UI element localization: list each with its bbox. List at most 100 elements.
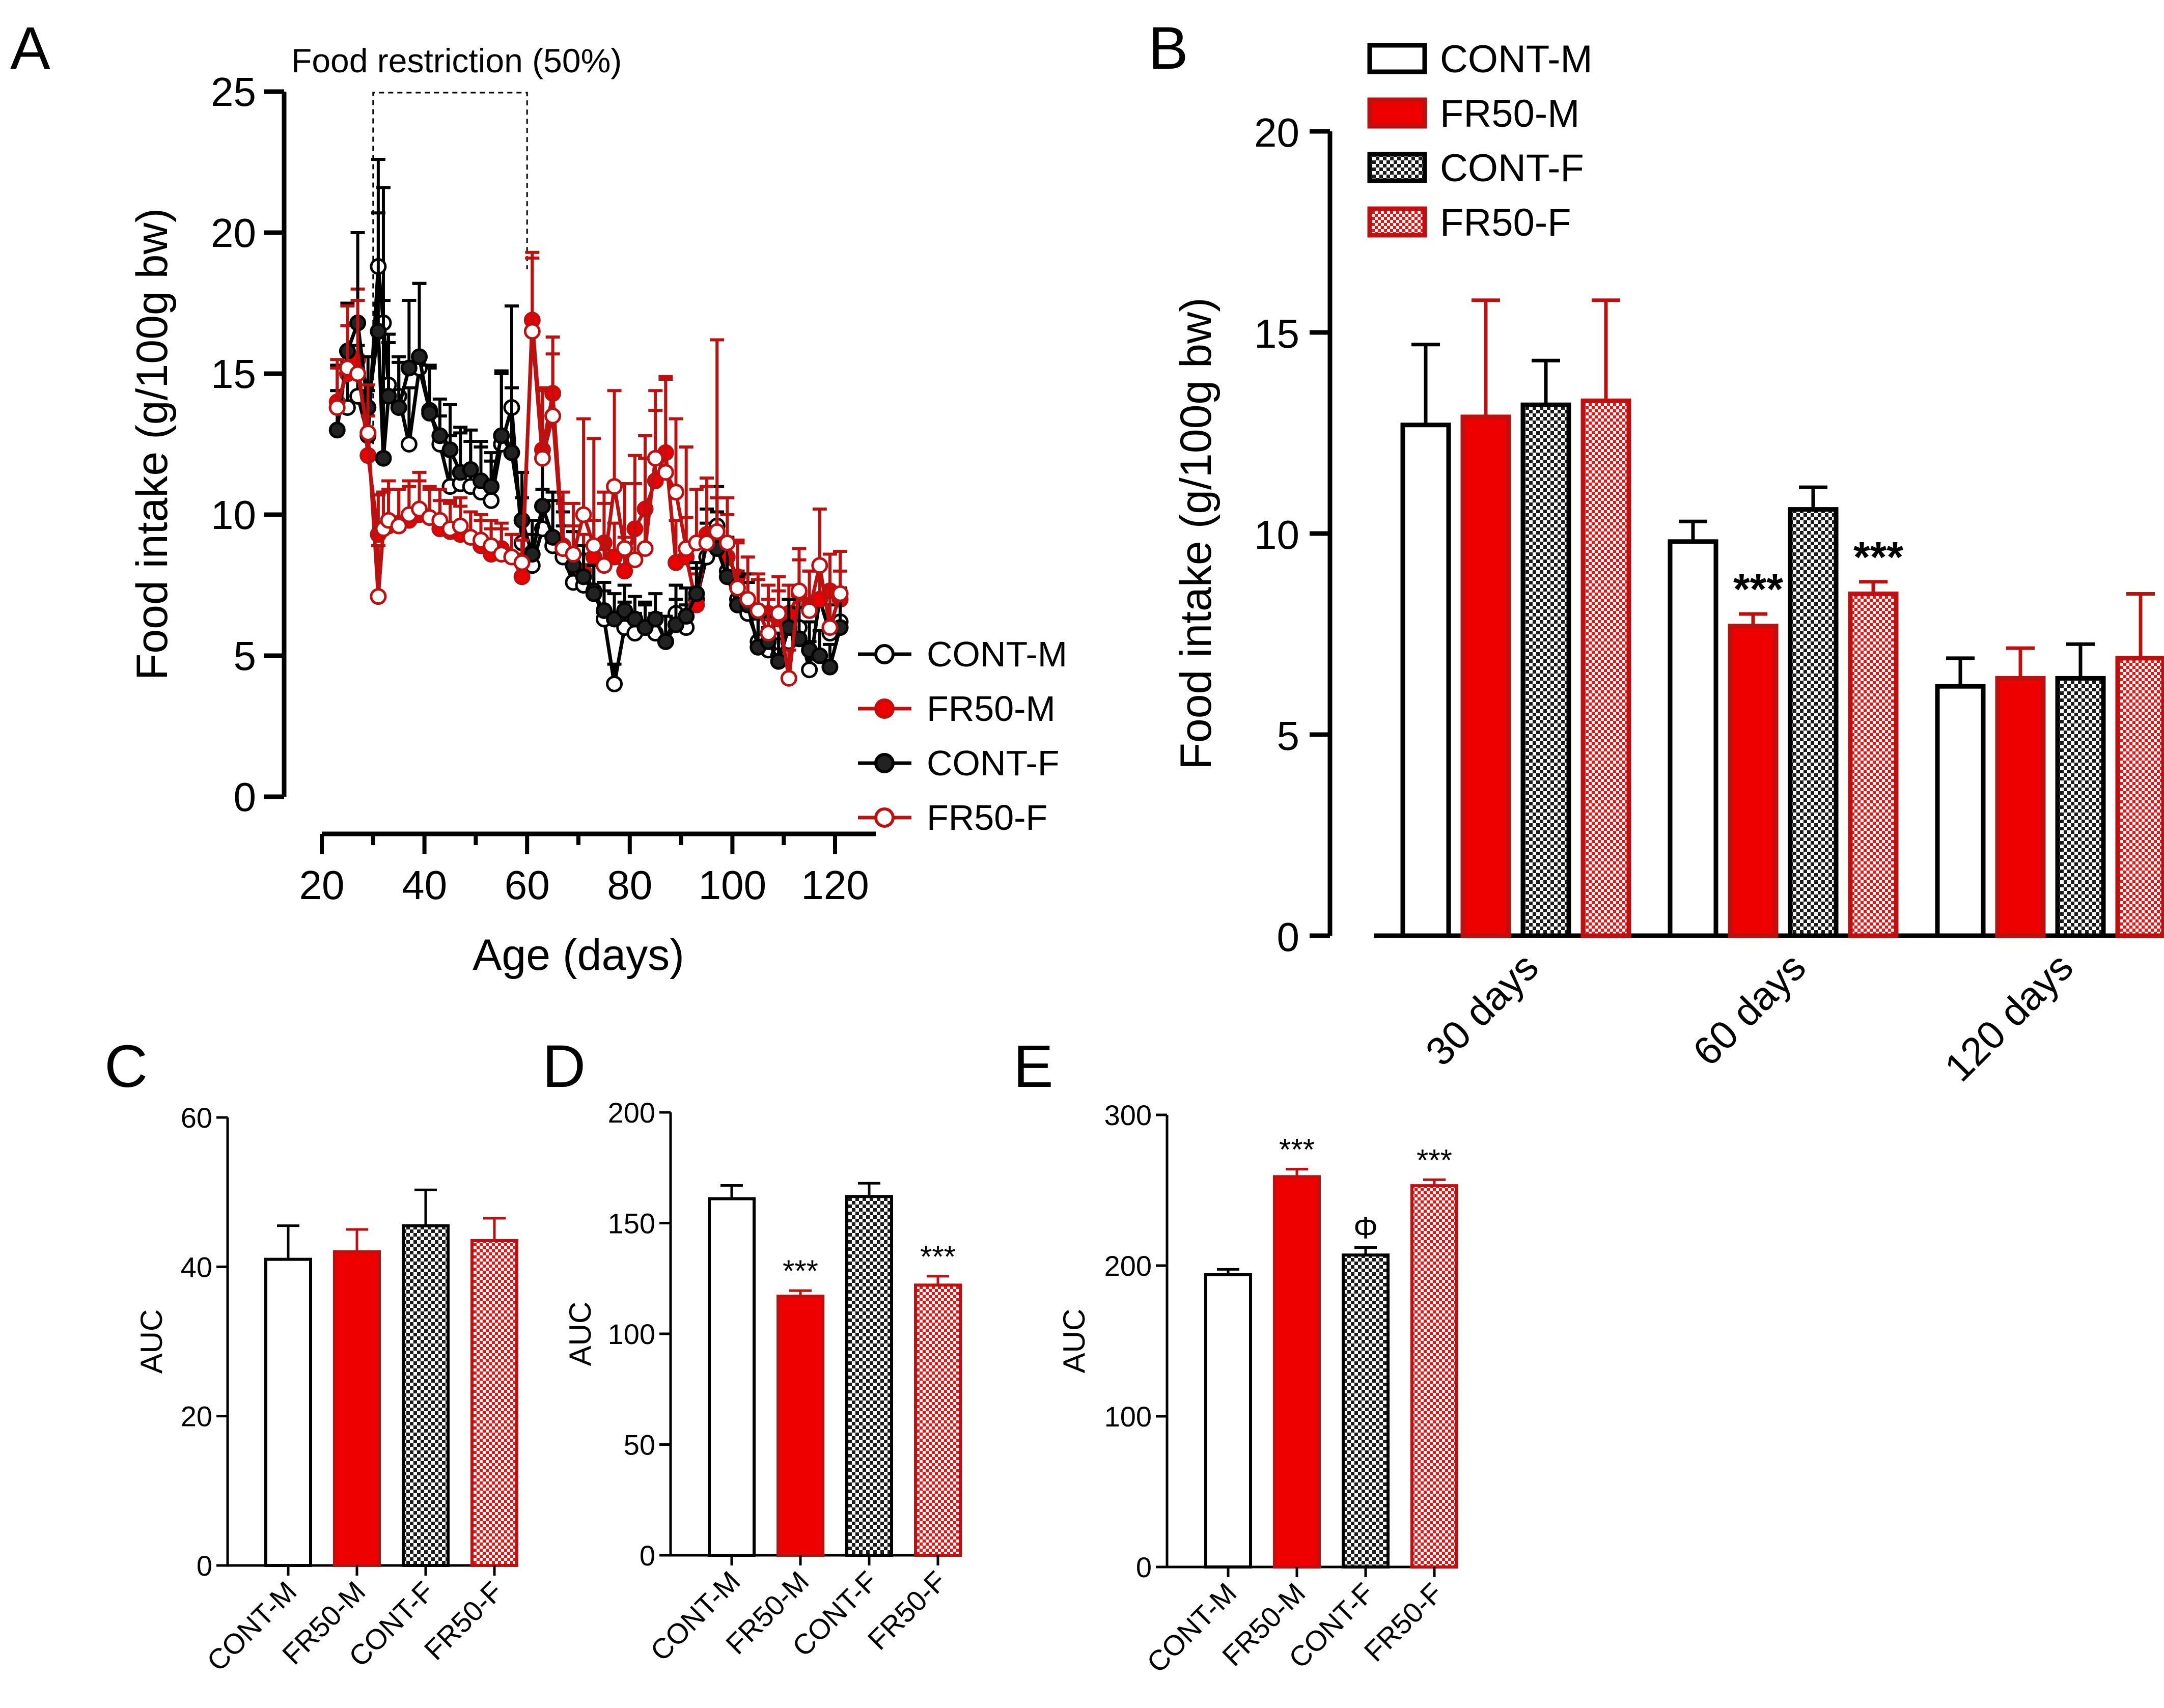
- data-point: [647, 450, 664, 467]
- x-tick-label: CONT-M: [201, 1575, 303, 1677]
- data-point: [380, 387, 397, 405]
- bar-fr50-f: [1410, 1184, 1458, 1569]
- data-point: [831, 585, 849, 602]
- bar-fr50-m: [333, 1250, 381, 1567]
- data-point: [513, 568, 531, 585]
- data-point: [801, 661, 818, 679]
- bar-cont-f: [845, 1195, 893, 1557]
- data-point: [370, 323, 387, 340]
- data-point: [780, 669, 797, 687]
- data-point: [411, 348, 428, 366]
- data-point: [370, 588, 387, 605]
- legend-item-cont-m: CONT-M: [858, 634, 1067, 674]
- panel-label-b: B: [1148, 15, 1188, 82]
- data-point: [636, 540, 654, 557]
- y-tick-label-100: 100: [1104, 1401, 1152, 1433]
- category-30-days: 30 days: [1400, 298, 1631, 1074]
- data-point: [328, 422, 346, 439]
- x-tick-label: 120 days: [1936, 944, 2082, 1090]
- bar-group-cont-m: CONT-M: [1141, 1268, 1252, 1679]
- bar-fr50-f: [2115, 656, 2164, 938]
- legend-marker: [874, 753, 895, 773]
- data-point: [770, 605, 787, 622]
- legend-item-fr50-f: FR50-F: [1367, 201, 1571, 244]
- data-point: [400, 436, 418, 453]
- data-point: [400, 359, 418, 377]
- y-tick-label-50: 50: [624, 1429, 655, 1461]
- data-point: [821, 658, 839, 676]
- legend-label: FR50-M: [927, 689, 1056, 729]
- x-tick-label-60: 60: [505, 862, 550, 908]
- data-point: [668, 484, 685, 501]
- bar-cont-m: [1400, 423, 1451, 938]
- data-point: [606, 478, 623, 495]
- data-point: [688, 585, 705, 602]
- data-point: [390, 399, 407, 416]
- y-tick-label-25: 25: [211, 69, 256, 115]
- x-tick-label: 30 days: [1417, 944, 1547, 1074]
- data-point: [606, 675, 623, 692]
- bar-cont-f: [402, 1224, 450, 1567]
- legend-label: CONT-F: [1440, 147, 1584, 190]
- y-axis-title: Food intake (g/100g bw): [1172, 297, 1220, 769]
- y-tick-label-60: 60: [181, 1102, 212, 1134]
- data-point: [657, 633, 674, 650]
- panel-e-bar-chart: 0100200300AUCCONT-MFR50-M***CONT-FΦFR50-…: [1057, 1099, 1458, 1679]
- data-point: [503, 444, 520, 461]
- legend-swatch: [1367, 206, 1427, 238]
- significance-mark: Φ: [1353, 1211, 1378, 1245]
- legend-item-fr50-m: FR50-M: [858, 689, 1056, 729]
- legend-item-fr50-f: FR50-F: [858, 798, 1047, 837]
- legend-item-cont-m: CONT-M: [1367, 38, 1593, 81]
- y-tick-label-5: 5: [234, 633, 257, 679]
- significance-mark: ***: [920, 1240, 956, 1274]
- data-point: [647, 610, 664, 628]
- bar-cont-f: [2055, 676, 2106, 938]
- legend-label: CONT-F: [927, 743, 1060, 783]
- x-tick-label-100: 100: [699, 862, 766, 908]
- y-tick-label-40: 40: [181, 1251, 212, 1283]
- bar-cont-f: [1788, 507, 1839, 938]
- x-tick-label: FR50-F: [1358, 1577, 1449, 1668]
- y-tick-label-150: 150: [608, 1208, 655, 1240]
- panel-label-c: C: [104, 1033, 148, 1100]
- data-point: [585, 537, 602, 554]
- category-120-days: 120 days: [1935, 592, 2164, 1090]
- data-point: [616, 540, 633, 557]
- bar-cont-m: [708, 1197, 756, 1557]
- bar-cont-m: [264, 1257, 312, 1567]
- data-point: [328, 399, 346, 416]
- data-point: [811, 557, 828, 574]
- data-point: [595, 557, 613, 574]
- x-tick-label: CONT-M: [644, 1565, 746, 1667]
- bar-cont-f: [1520, 402, 1571, 938]
- legend-swatch: [1367, 97, 1427, 129]
- panel-d-bar-chart: 050100150200AUCCONT-MFR50-M***CONT-FFR50…: [563, 1097, 962, 1667]
- y-tick-label-15: 15: [211, 351, 256, 397]
- data-point: [534, 450, 551, 467]
- data-point: [729, 579, 746, 597]
- data-point: [575, 506, 592, 523]
- data-point: [452, 517, 469, 535]
- bar-cont-m: [1935, 684, 1986, 938]
- legend-label: CONT-M: [927, 634, 1067, 674]
- y-tick-label-300: 300: [1104, 1099, 1152, 1131]
- y-tick-label-0: 0: [197, 1550, 212, 1582]
- significance-mark: ***: [1417, 1143, 1452, 1177]
- data-point: [349, 365, 367, 382]
- y-tick-label-10: 10: [1254, 512, 1299, 557]
- data-point: [585, 585, 602, 602]
- y-tick-label-20: 20: [181, 1401, 212, 1433]
- data-point: [359, 424, 377, 441]
- y-tick-label-200: 200: [608, 1097, 655, 1129]
- y-tick-label-200: 200: [1104, 1250, 1152, 1282]
- y-tick-label-0: 0: [234, 774, 257, 820]
- legend-swatch: [1367, 43, 1427, 74]
- data-point: [750, 602, 767, 619]
- data-point: [565, 546, 582, 563]
- data-point: [718, 534, 736, 551]
- data-point: [421, 405, 438, 422]
- data-point: [544, 528, 562, 546]
